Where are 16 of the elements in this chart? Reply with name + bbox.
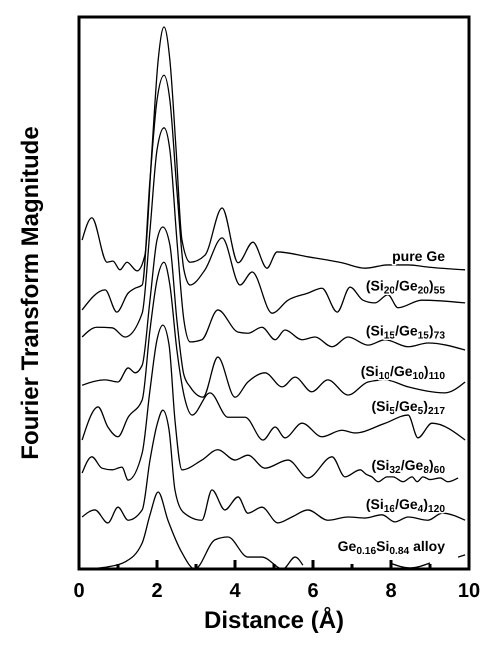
series-label: (Si$_{16}$/Ge$_{4}$)$_{120}$ — [366, 496, 446, 516]
series-label: (Si$_{15}$/Ge$_{15}$)$_{73}$ — [366, 322, 446, 342]
series-label: (Si$_{10}$/Ge$_{10}$)$_{110}$ — [360, 362, 446, 382]
x-tick-label: 2 — [151, 580, 163, 602]
series-label: (Si$_{32}$/Ge$_{8}$)$_{60}$ — [372, 457, 446, 476]
y-axis-title: Fourier Transform Magnitude — [17, 126, 44, 460]
x-tick-label: 6 — [307, 580, 319, 602]
x-tick-label: 4 — [229, 580, 242, 602]
series-label: (Si$_{20}$/Ge$_{20}$)$_{55}$ — [366, 278, 446, 297]
x-tick-label: 8 — [385, 580, 397, 602]
series-label: Ge$_{0.16}$Si$_{0.84}$ alloy — [338, 538, 446, 557]
series-label: (Si$_{5}$/Ge$_{5}$)$_{217}$ — [372, 398, 446, 418]
x-tick-label: 10 — [458, 580, 480, 602]
series-label: pure Ge — [392, 248, 446, 264]
x-axis-title: Distance (Å) — [204, 606, 344, 634]
x-tick-label: 0 — [73, 580, 85, 602]
